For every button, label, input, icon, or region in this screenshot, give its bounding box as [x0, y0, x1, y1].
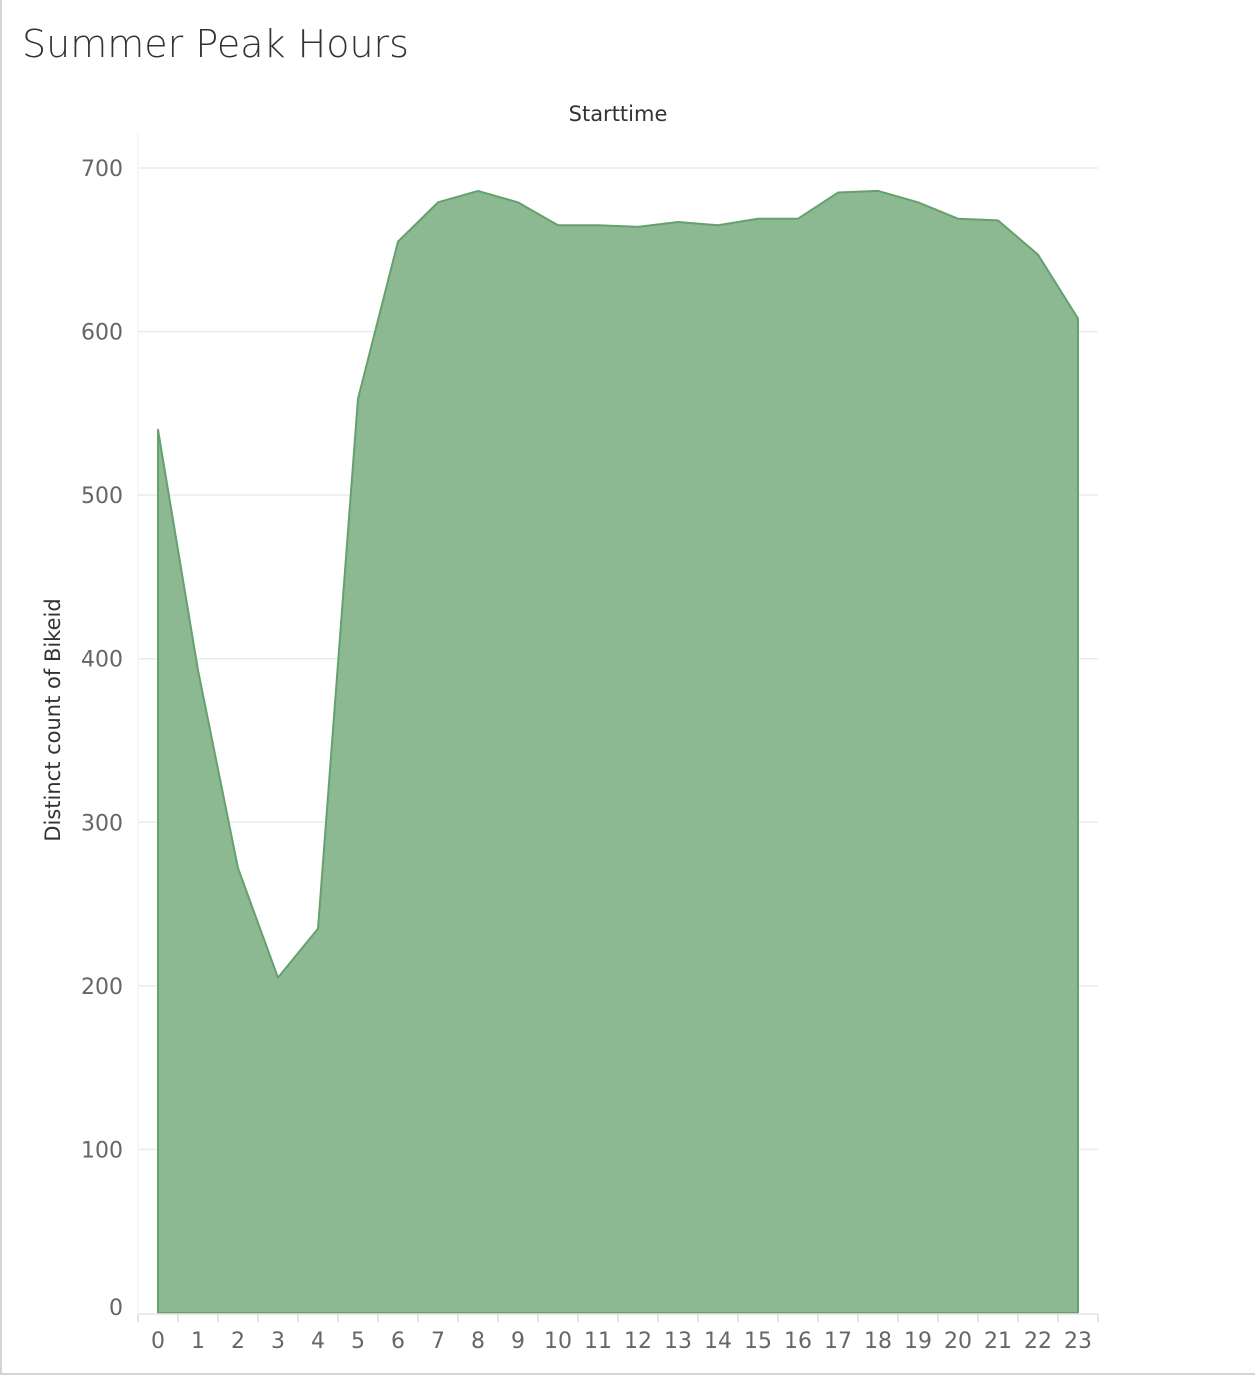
- x-tick-label: 15: [744, 1329, 772, 1354]
- x-tick-label: 13: [664, 1329, 692, 1354]
- area-series-fill: [158, 190, 1078, 1313]
- x-tick-label: 19: [904, 1329, 932, 1354]
- top-axis-title: Starttime: [569, 102, 668, 126]
- y-tick-label: 200: [81, 975, 123, 1000]
- x-tick-label: 21: [984, 1329, 1012, 1354]
- x-tick-label: 14: [704, 1329, 732, 1354]
- x-tick-label: 10: [544, 1329, 572, 1354]
- x-tick-label: 2: [231, 1329, 245, 1354]
- y-tick-label: 100: [81, 1138, 123, 1163]
- y-tick-label: 700: [81, 157, 123, 182]
- x-tick-label: 1: [191, 1329, 205, 1354]
- x-tick-label: 22: [1024, 1329, 1052, 1354]
- x-tick-label: 20: [944, 1329, 972, 1354]
- y-tick-label: 300: [81, 811, 123, 836]
- x-tick-label: 4: [311, 1329, 325, 1354]
- x-tick-label: 8: [471, 1329, 485, 1354]
- x-tick-label: 17: [824, 1329, 852, 1354]
- chart-title: Summer Peak Hours: [22, 22, 409, 66]
- x-tick-label: 11: [584, 1329, 612, 1354]
- y-tick-label: 500: [81, 484, 123, 509]
- x-tick-label: 7: [431, 1329, 445, 1354]
- y-tick-label: 600: [81, 321, 123, 346]
- x-tick-label: 0: [151, 1329, 165, 1354]
- x-tick-label: 18: [864, 1329, 892, 1354]
- x-tick-label: 6: [391, 1329, 405, 1354]
- x-tick-label: 16: [784, 1329, 812, 1354]
- y-tick-label: 400: [81, 648, 123, 673]
- x-tick-label: 9: [511, 1329, 525, 1354]
- y-axis-title: Distinct count of Bikeid: [41, 598, 65, 841]
- x-tick-label: 12: [624, 1329, 652, 1354]
- x-tick-label: 23: [1064, 1329, 1092, 1354]
- x-tick-label: 3: [271, 1329, 285, 1354]
- area-series-outline: [157, 189, 1079, 1314]
- plot-area: [157, 189, 1079, 1314]
- y-tick-label: 0: [109, 1296, 123, 1321]
- x-tick-label: 5: [351, 1329, 365, 1354]
